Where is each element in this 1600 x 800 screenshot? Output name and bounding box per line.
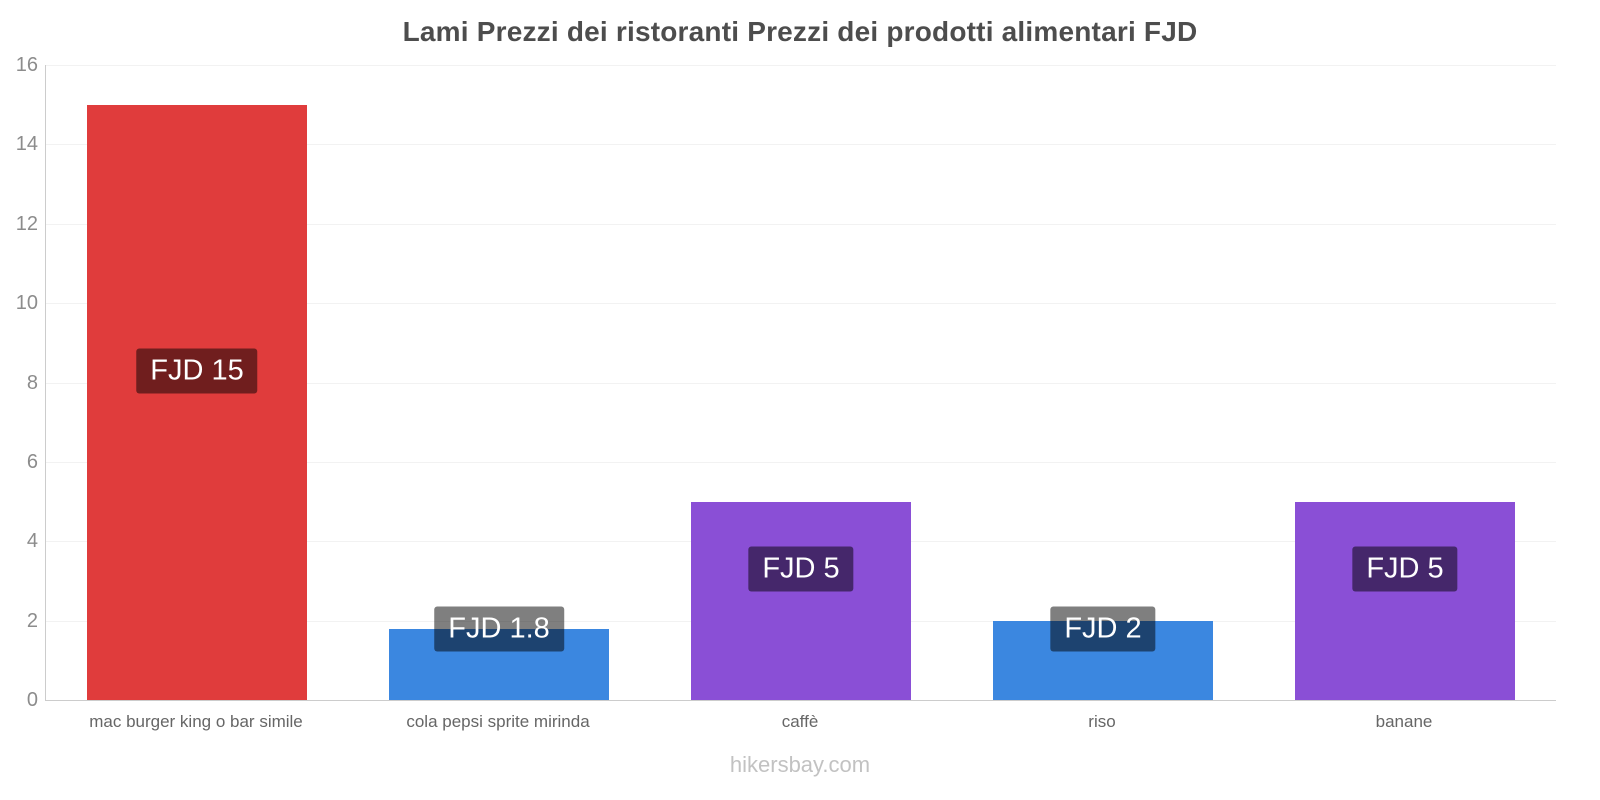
- y-tick-label: 4: [26, 530, 38, 553]
- gridline: [46, 223, 1556, 225]
- value-badge: FJD 15: [136, 348, 258, 394]
- gridline: [46, 303, 1556, 305]
- gridline: [46, 65, 1556, 66]
- x-category-label: riso: [1088, 712, 1116, 731]
- value-badge: FJD 5: [748, 546, 854, 592]
- y-tick-label: 2: [26, 609, 38, 632]
- value-badge: FJD 5: [1352, 546, 1458, 592]
- x-axis: mac burger king o bar simile cola pepsi s…: [45, 712, 1555, 742]
- bar[interactable]: [87, 104, 307, 700]
- y-tick-label: 14: [15, 133, 38, 156]
- watermark-text: hikersbay.com: [729, 752, 871, 777]
- bar[interactable]: [691, 501, 911, 700]
- chart-title: Lami Prezzi dei ristoranti Prezzi dei pr…: [402, 16, 1198, 47]
- x-category-label: banane: [1375, 712, 1433, 731]
- gridline: [46, 461, 1556, 463]
- x-category-label: mac burger king o bar simile: [89, 712, 303, 731]
- y-axis: 0 2 4 6 8 10 12 14 16: [0, 54, 38, 711]
- gridline: [46, 144, 1556, 146]
- value-badge: FJD 2: [1050, 606, 1156, 652]
- bar[interactable]: [1295, 501, 1515, 700]
- y-tick-label: 12: [15, 212, 38, 235]
- gridline: [46, 382, 1556, 384]
- plot-area: FJD 15 FJD 1.8 FJD 5 FJD 2 FJD 5: [45, 65, 1556, 701]
- x-category-label: cola pepsi sprite mirinda: [406, 712, 590, 731]
- y-tick-label: 8: [26, 371, 38, 394]
- value-badge: FJD 1.8: [434, 606, 564, 652]
- y-tick-label: 6: [26, 450, 38, 473]
- y-tick-label: 16: [15, 54, 38, 76]
- y-tick-label: 10: [15, 292, 38, 315]
- y-tick-label: 0: [26, 689, 38, 711]
- x-category-label: caffè: [781, 712, 819, 731]
